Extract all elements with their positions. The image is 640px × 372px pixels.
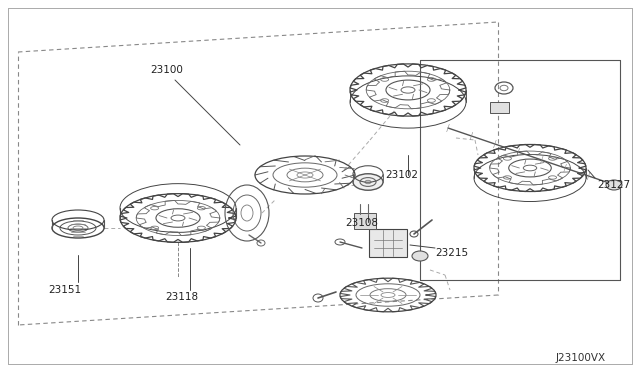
FancyBboxPatch shape [490,102,509,112]
Ellipse shape [606,180,622,190]
FancyBboxPatch shape [369,229,407,257]
Ellipse shape [412,251,428,261]
Text: 23108: 23108 [345,218,378,228]
Text: J23100VX: J23100VX [556,353,606,363]
Text: 23102: 23102 [385,170,418,180]
Text: 23215: 23215 [435,248,468,258]
Text: 23118: 23118 [165,292,198,302]
Text: 23100: 23100 [150,65,183,75]
Text: 23151: 23151 [48,285,81,295]
Text: 23127: 23127 [597,180,630,190]
Ellipse shape [353,174,383,190]
FancyBboxPatch shape [354,213,376,229]
